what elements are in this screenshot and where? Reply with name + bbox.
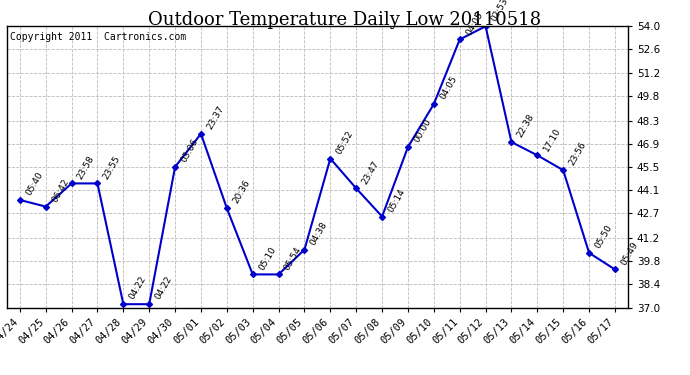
Text: 05:49: 05:49 <box>619 240 640 267</box>
Text: 23:56: 23:56 <box>567 141 588 167</box>
Text: 04:22: 04:22 <box>128 275 148 302</box>
Text: 05:52: 05:52 <box>335 129 355 156</box>
Text: 06:42: 06:42 <box>50 177 70 204</box>
Text: 03:06: 03:06 <box>179 137 200 164</box>
Text: 23:47: 23:47 <box>360 159 381 186</box>
Text: 23:37: 23:37 <box>205 104 226 131</box>
Text: 23:58: 23:58 <box>76 154 97 181</box>
Text: 04:05: 04:05 <box>438 74 459 101</box>
Text: 04:22: 04:22 <box>153 275 174 302</box>
Text: 05:10: 05:10 <box>257 245 277 272</box>
Text: 23:55: 23:55 <box>101 154 122 181</box>
Text: 04:05: 04:05 <box>464 10 484 37</box>
Text: 17:10: 17:10 <box>542 126 562 153</box>
Text: 05:50: 05:50 <box>593 223 614 250</box>
Text: 20:36: 20:36 <box>231 178 252 206</box>
Text: 05:54: 05:54 <box>283 245 304 272</box>
Text: 02:53: 02:53 <box>490 0 511 24</box>
Text: 04:38: 04:38 <box>308 220 329 247</box>
Text: 05:14: 05:14 <box>386 187 407 214</box>
Text: 05:40: 05:40 <box>24 170 45 197</box>
Text: 00:00: 00:00 <box>412 117 433 144</box>
Text: Copyright 2011  Cartronics.com: Copyright 2011 Cartronics.com <box>10 32 186 42</box>
Text: 22:38: 22:38 <box>515 112 536 139</box>
Text: Outdoor Temperature Daily Low 20110518: Outdoor Temperature Daily Low 20110518 <box>148 11 542 29</box>
